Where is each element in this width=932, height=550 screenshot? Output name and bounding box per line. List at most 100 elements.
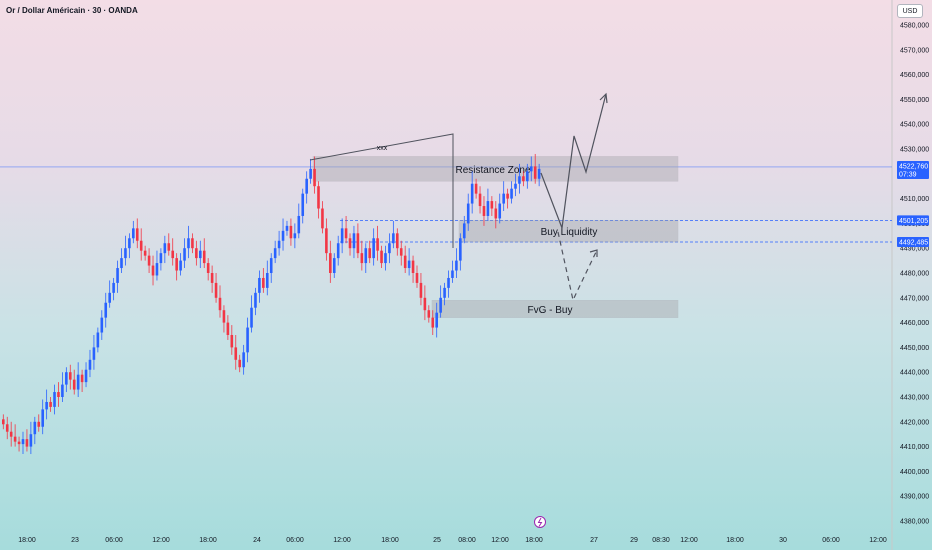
candle-body <box>305 178 308 194</box>
candle-body <box>332 258 336 273</box>
zone-box <box>312 156 679 182</box>
x-tick-label: 12:00 <box>152 537 170 544</box>
annotation-line <box>309 133 454 248</box>
candle-body <box>2 419 5 425</box>
candle-body <box>183 248 186 261</box>
candle-body <box>139 240 143 251</box>
candle-body <box>431 317 435 328</box>
lightning-icon-glyph <box>537 517 543 527</box>
candle-body <box>529 166 533 172</box>
candle-body <box>53 392 56 407</box>
y-tick-label: 4410,000 <box>900 444 929 451</box>
candle-body <box>25 439 29 447</box>
x-tick-label: 18:00 <box>726 537 744 544</box>
price-badge-label: 4522,760 <box>899 163 928 170</box>
x-tick-label: 12:00 <box>680 537 698 544</box>
candle-body <box>187 238 190 249</box>
y-tick-label: 4390,000 <box>900 494 929 501</box>
y-tick-label: 4470,000 <box>900 295 929 302</box>
x-tick-label: 24 <box>253 537 261 544</box>
x-tick-label: 08:00 <box>458 537 476 544</box>
y-tick-label: 4490,000 <box>900 246 929 253</box>
currency-button[interactable]: USD <box>897 4 923 18</box>
candle-body <box>392 233 395 244</box>
candle-body <box>238 359 241 368</box>
candle-body <box>147 255 151 266</box>
candle-body <box>502 193 505 204</box>
candle-body <box>317 186 320 209</box>
y-tick-label: 4540,000 <box>900 122 929 129</box>
candle-body <box>407 260 411 269</box>
candle-body <box>80 374 84 383</box>
candle-body <box>309 168 312 179</box>
candle-body <box>352 233 356 249</box>
candle-body <box>143 250 147 256</box>
candle-body <box>21 439 25 445</box>
candle-body <box>29 434 33 447</box>
price-badge <box>897 160 929 179</box>
candle-body <box>132 228 135 239</box>
candle-body <box>214 282 218 298</box>
candle-body <box>277 240 281 249</box>
candle-body <box>76 374 80 390</box>
candle-body <box>163 243 167 254</box>
candle-body <box>246 327 249 353</box>
candle-body <box>281 230 285 241</box>
y-tick-label: 4400,000 <box>900 469 929 476</box>
y-tick-label: 4430,000 <box>900 395 929 402</box>
candle-body <box>258 277 261 293</box>
candle-body <box>474 183 478 194</box>
candle-body <box>84 369 88 383</box>
candle-body <box>37 421 41 427</box>
candle-body <box>9 431 13 437</box>
candle-body <box>104 302 108 318</box>
candle-body <box>447 277 450 288</box>
y-tick-label: 4580,000 <box>900 23 929 30</box>
y-tick-label: 4550,000 <box>900 97 929 104</box>
x-tick-label: 18:00 <box>18 537 36 544</box>
candle-body <box>498 203 502 219</box>
candle-body <box>435 312 438 328</box>
candle-body <box>171 250 175 259</box>
price-badge-label: 4501,205 <box>899 218 928 225</box>
candle-body <box>518 176 521 184</box>
candle-body <box>199 250 202 259</box>
y-tick-label: 4570,000 <box>900 47 929 54</box>
candle-body <box>116 268 119 283</box>
y-tick-label: 4560,000 <box>900 72 929 79</box>
price-badge-label: 4492,485 <box>899 240 928 247</box>
candle-body <box>273 248 277 259</box>
candle-body <box>313 168 316 187</box>
candle-body <box>120 258 123 269</box>
candle-body <box>262 277 265 288</box>
candle-body <box>202 250 206 264</box>
candle-body <box>49 401 52 407</box>
x-tick-label: 12:00 <box>491 537 509 544</box>
candle-body <box>415 273 419 283</box>
x-tick-label: 06:00 <box>286 537 304 544</box>
candle-body <box>65 372 68 385</box>
candle-body <box>124 248 127 259</box>
x-tick-label: 12:00 <box>333 537 351 544</box>
candle-body <box>289 225 293 239</box>
zone-box <box>431 300 679 318</box>
x-tick-label: 18:00 <box>525 537 543 544</box>
candle-body <box>167 243 171 251</box>
x-tick-label: 23 <box>71 537 79 544</box>
candle-body <box>108 292 111 303</box>
candle-body <box>242 352 245 368</box>
candle-body <box>254 292 257 308</box>
alternate-arrowhead <box>589 249 598 257</box>
y-tick-label: 4440,000 <box>900 370 929 377</box>
candle-body <box>57 392 60 397</box>
candle-body <box>325 228 328 254</box>
candle-body <box>250 307 253 328</box>
candle-body <box>155 263 159 276</box>
candle-body <box>466 203 470 224</box>
x-tick-label: 12:00 <box>869 537 887 544</box>
x-tick-label: 29 <box>630 537 638 544</box>
y-tick-label: 4420,000 <box>900 419 929 426</box>
candle-body <box>522 176 525 182</box>
candle-body <box>72 379 76 390</box>
